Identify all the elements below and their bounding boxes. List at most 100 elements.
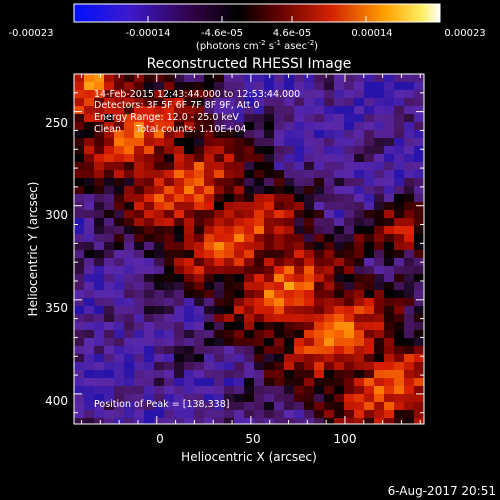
image-pixel	[374, 162, 385, 171]
image-pixel	[304, 298, 315, 307]
image-pixel	[294, 122, 305, 131]
image-pixel	[254, 154, 265, 163]
image-pixel	[124, 186, 135, 195]
image-pixel	[134, 242, 145, 251]
image-pixel	[114, 162, 125, 171]
image-pixel	[154, 394, 165, 403]
image-pixel	[214, 130, 225, 139]
image-pixel	[184, 82, 195, 91]
image-pixel	[194, 306, 205, 315]
image-pixel	[104, 138, 115, 147]
image-pixel	[154, 218, 165, 227]
image-pixel	[404, 82, 415, 91]
image-pixel	[194, 378, 205, 387]
image-pixel	[234, 210, 245, 219]
image-pixel	[104, 226, 115, 235]
image-pixel	[244, 354, 255, 363]
image-pixel	[234, 226, 245, 235]
image-pixel	[384, 98, 395, 107]
image-pixel	[414, 394, 424, 403]
image-pixel	[294, 162, 305, 171]
image-pixel	[184, 354, 195, 363]
image-pixel	[244, 298, 255, 307]
image-pixel	[174, 370, 185, 379]
image-pixel	[204, 282, 215, 291]
image-pixel	[184, 266, 195, 275]
image-pixel	[124, 346, 135, 355]
image-pixel	[284, 314, 295, 323]
image-pixel	[364, 266, 375, 275]
image-pixel	[394, 258, 405, 267]
image-pixel	[354, 410, 365, 419]
image-pixel	[114, 402, 125, 411]
x-tick-label: 0	[156, 432, 164, 446]
image-pixel	[134, 274, 145, 283]
image-pixel	[364, 314, 375, 323]
image-pixel	[284, 354, 295, 363]
image-pixel	[74, 378, 85, 387]
image-pixel	[414, 178, 424, 187]
image-pixel	[364, 394, 375, 403]
image-pixel	[174, 402, 185, 411]
image-pixel	[284, 394, 295, 403]
image-pixel	[84, 282, 95, 291]
image-pixel	[174, 154, 185, 163]
image-pixel	[394, 314, 405, 323]
image-pixel	[414, 330, 424, 339]
image-pixel	[194, 282, 205, 291]
image-pixel	[334, 338, 345, 347]
image-pixel	[144, 250, 155, 259]
image-pixel	[214, 314, 225, 323]
image-pixel	[144, 194, 155, 203]
image-pixel	[74, 138, 85, 147]
image-pixel	[204, 386, 215, 395]
image-pixel	[94, 162, 105, 171]
image-pixel	[134, 210, 145, 219]
image-pixel	[294, 178, 305, 187]
x-tick-labels: 0 50 100	[156, 432, 356, 446]
image-pixel	[294, 138, 305, 147]
image-pixel	[84, 90, 95, 99]
image-pixel	[344, 154, 355, 163]
image-pixel	[264, 402, 275, 411]
image-pixel	[234, 82, 245, 91]
image-pixel	[224, 90, 235, 99]
image-pixel	[404, 370, 415, 379]
image-pixel	[264, 330, 275, 339]
image-pixel	[214, 258, 225, 267]
image-pixel	[264, 90, 275, 99]
image-pixel	[114, 330, 125, 339]
image-pixel	[324, 82, 335, 91]
image-pixel	[184, 114, 195, 123]
image-pixel	[374, 290, 385, 299]
image-pixel	[224, 162, 235, 171]
image-pixel	[404, 162, 415, 171]
image-pixel	[244, 394, 255, 403]
image-pixel	[284, 298, 295, 307]
image-pixel	[104, 146, 115, 155]
image-pixel	[394, 74, 405, 83]
image-pixel	[294, 82, 305, 91]
image-pixel	[94, 314, 105, 323]
image-pixel	[344, 114, 355, 123]
image-pixel	[134, 146, 145, 155]
image-pixel	[274, 210, 285, 219]
image-pixel	[224, 138, 235, 147]
image-pixel	[84, 322, 95, 331]
image-pixel	[404, 266, 415, 275]
image-pixel	[264, 322, 275, 331]
image-pixel	[344, 122, 355, 131]
image-pixel	[144, 298, 155, 307]
image-pixel	[174, 138, 185, 147]
image-pixel	[284, 74, 295, 83]
image-pixel	[384, 306, 395, 315]
image-pixel	[254, 346, 265, 355]
image-pixel	[154, 314, 165, 323]
image-pixel	[104, 234, 115, 243]
image-pixel	[174, 122, 185, 131]
image-pixel	[244, 378, 255, 387]
image-pixel	[204, 114, 215, 123]
image-pixel	[214, 194, 225, 203]
image-pixel	[344, 394, 355, 403]
